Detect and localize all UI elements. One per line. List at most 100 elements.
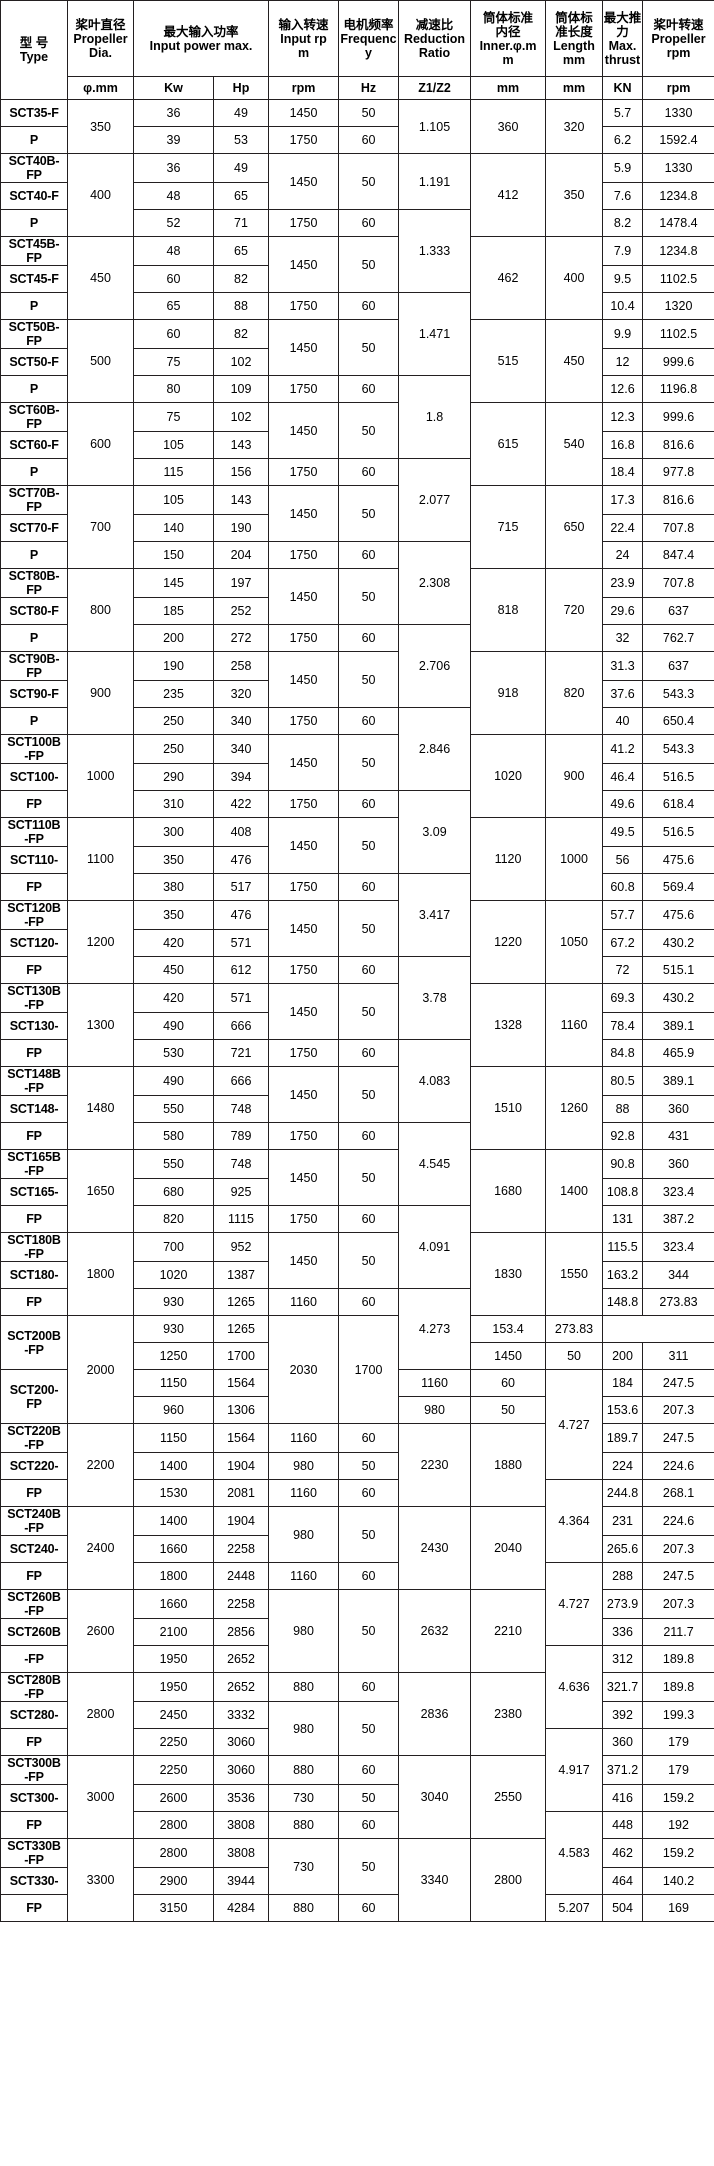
frequency: 50 [338,1784,400,1812]
model-name: SCT148- [0,1095,68,1123]
input-power-kw: 1660 [133,1589,214,1619]
max-thrust: 17.3 [602,485,644,515]
frequency: 50 [338,983,400,1040]
model-name: FP [0,1479,68,1507]
input-power-kw: 310 [133,790,214,818]
propeller-rpm: 189.8 [642,1645,714,1673]
input-power-kw: 39 [133,126,214,154]
frequency: 50 [338,153,400,210]
frequency: 50 [338,99,400,127]
inner-diameter: 918 [470,651,547,735]
input-power-kw: 115 [133,458,214,486]
input-power-hp: 190 [212,514,270,542]
propeller-dia: 2600 [67,1589,134,1673]
input-power-hp: 82 [212,265,270,293]
input-rpm: 880 [268,1755,340,1785]
propeller-rpm: 1196.8 [642,375,714,403]
input-power-hp: 2258 [212,1535,270,1563]
propeller-dia: 350 [67,99,134,154]
input-power-hp: 2081 [212,1479,270,1507]
max-thrust: 60.8 [602,873,644,901]
max-thrust: 7.6 [602,182,644,210]
propeller-rpm: 207.3 [642,1589,714,1619]
model-name: SCT120B -FP [0,900,68,930]
propeller-rpm: 140.2 [642,1867,714,1895]
table-row: SCT90B- FP 900 190 258 1450 50 918 820 31.3 637 [0,651,714,735]
model-name: SCT260B -FP [0,1589,68,1619]
input-power-hp: 3060 [212,1728,270,1756]
header-inrpm-en2: m [297,45,310,60]
max-thrust: 148.8 [602,1288,644,1316]
input-rpm: 1450 [268,1149,340,1206]
propeller-rpm: 1102.5 [642,265,714,293]
propeller-dia: 2000 [67,1315,134,1424]
input-power-kw: 380 [133,873,214,901]
propeller-dia: 600 [67,402,134,486]
propeller-rpm: 389.1 [642,1012,714,1040]
propeller-dia: 2800 [67,1672,134,1756]
header-dia-en1: Propeller [73,31,128,46]
table-row: FP 530 721 1750 60 4.083 84.8 465.9 [0,1039,714,1123]
header-type-en: Type [19,50,49,64]
max-thrust: 92.8 [602,1122,644,1150]
model-name: SCT70B- FP [0,485,68,515]
table-row: SCT240- 1660 2258 265.6 207.3 [0,1535,714,1563]
reduction-ratio: 4.091 [398,1205,472,1289]
input-power-hp: 2448 [212,1562,270,1590]
input-power-hp: 1265 [212,1315,270,1343]
reduction-ratio: 4.917 [545,1728,604,1812]
table-row: FP 310 422 1750 60 3.09 49.6 618.4 [0,790,714,874]
max-thrust: 6.2 [602,126,644,154]
model-name: SCT220B -FP [0,1423,68,1453]
propeller-rpm: 192 [642,1811,714,1839]
table-row: SCT165- 680 925 108.8 323.4 [0,1178,714,1206]
propeller-rpm: 707.8 [642,568,714,598]
reduction-ratio: 3.417 [398,873,472,957]
input-power-hp: 272 [212,624,270,652]
max-thrust: 29.6 [602,597,644,625]
propeller-rpm: 159.2 [642,1838,714,1868]
table-row: SCT300- 2600 3536 730 50 416 159.2 [0,1784,714,1812]
input-power-kw: 105 [133,431,214,459]
propeller-rpm: 637 [642,597,714,625]
frequency: 60 [338,458,400,486]
input-power-kw: 190 [133,651,214,681]
header-freq-en1: Frequenc [340,31,397,46]
propeller-dia: 1200 [67,900,134,984]
table-row: SCT100- 290 394 46.4 516.5 [0,763,714,791]
propeller-rpm: 707.8 [642,514,714,542]
inner-diameter: 1020 [470,734,547,818]
max-thrust: 12.6 [602,375,644,403]
input-rpm: 880 [268,1894,340,1922]
propeller-dia: 1300 [67,983,134,1067]
header-thrust-en1: Max. [608,38,637,53]
model-name: SCT60-F [0,431,68,459]
input-rpm: 1160 [268,1423,340,1453]
propeller-rpm: 543.3 [642,680,714,708]
reduction-ratio: 2.308 [398,541,472,625]
propeller-rpm: 1320 [642,292,714,320]
table-row: -FP 1950 2652 4.636 312 189.8 [0,1645,714,1729]
frequency: 60 [338,1122,400,1150]
barrel-length: 1260 [545,1066,604,1150]
propeller-rpm: 475.6 [642,846,714,874]
max-thrust: 12.3 [602,402,644,432]
frequency: 50 [338,1232,400,1289]
model-name: SCT90B- FP [0,651,68,681]
max-thrust: 360 [602,1728,644,1756]
input-rpm: 1450 [268,319,340,376]
model-name: SCT180- [0,1261,68,1289]
propeller-rpm: 847.4 [642,541,714,569]
input-power-kw: 1400 [133,1506,214,1536]
table-row: FP 2800 3808 880 60 4.583 448 192 [0,1811,714,1895]
input-rpm: 1450 [268,1232,340,1289]
propeller-rpm: 1102.5 [642,319,714,349]
input-power-kw: 105 [133,485,214,515]
table-row: SCT40B- FP 400 36 49 1450 50 1.191 412 350 5.9 1330 [0,153,714,237]
input-power-kw: 1950 [133,1645,214,1673]
table-row: SCT240B -FP 2400 1400 1904 980 50 2430 2040 231 22… [0,1506,714,1590]
propeller-rpm: 1330 [642,99,714,127]
propeller-rpm: 1234.8 [642,182,714,210]
frequency: 60 [338,126,400,154]
input-power-hp: 143 [212,485,270,515]
